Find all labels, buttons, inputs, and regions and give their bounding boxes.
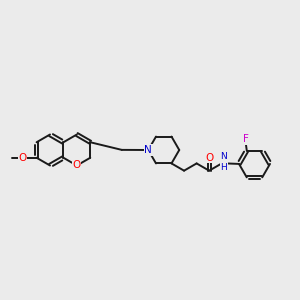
Text: N: N xyxy=(144,145,152,155)
Text: O: O xyxy=(205,153,213,163)
Text: F: F xyxy=(243,134,248,144)
Text: O: O xyxy=(19,153,27,163)
Text: O: O xyxy=(73,160,81,170)
Text: N
H: N H xyxy=(220,152,227,172)
